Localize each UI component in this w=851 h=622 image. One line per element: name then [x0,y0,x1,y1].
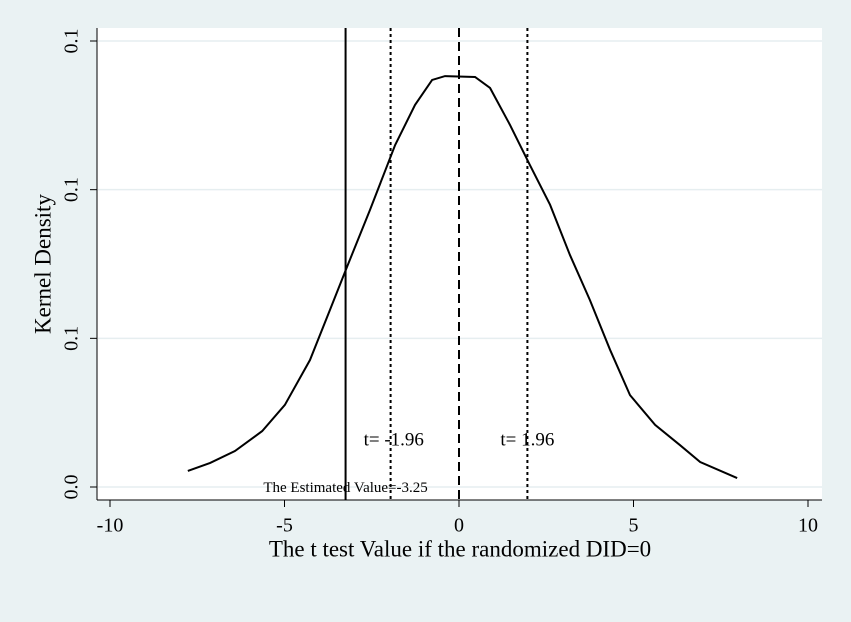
x-axis-title: The t test Value if the randomized DID=0 [269,536,651,561]
x-tick-label: -10 [97,515,124,537]
y-tick-label: 0.1 [61,177,83,202]
y-tick-label: 0.1 [61,29,83,54]
annotation: t= 1.96 [500,429,554,450]
x-tick-label: 10 [798,515,818,537]
x-tick-label: 5 [629,515,639,537]
y-tick-label: 0.1 [61,326,83,351]
y-tick-label: 0.0 [61,475,83,500]
y-axis-title: Kernel Density [30,194,55,334]
annotation: t= -1.96 [364,429,424,450]
x-tick-label: 0 [454,515,464,537]
density-line [187,75,738,479]
x-tick-label: -5 [276,515,293,537]
annotation: The Estimated Value=-3.25 [263,480,427,496]
